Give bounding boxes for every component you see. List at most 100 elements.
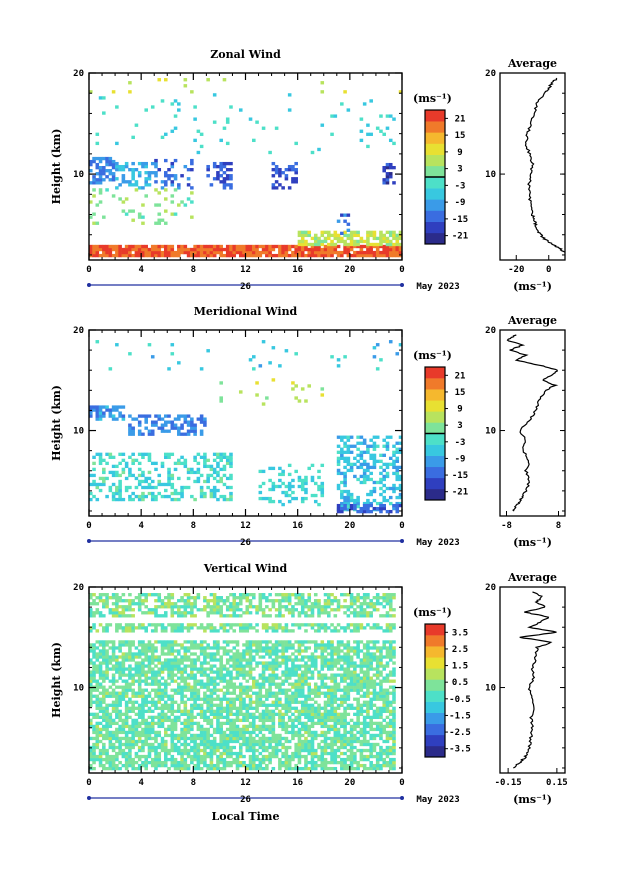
heatmap-cell	[242, 700, 246, 704]
heatmap-cell	[105, 718, 109, 723]
heatmap-cell	[199, 488, 204, 493]
heatmap-cell	[291, 623, 295, 627]
heatmap-cell	[323, 676, 328, 680]
heatmap-cell	[346, 447, 351, 451]
heatmap-cell	[160, 494, 165, 499]
heatmap-cell	[333, 709, 338, 713]
heatmap-cell	[219, 688, 223, 692]
heatmap-cell	[183, 712, 188, 716]
heatmap-cell	[242, 715, 246, 720]
heatmap-cell	[141, 203, 145, 207]
heatmap-cell	[310, 718, 315, 723]
heatmap-cell	[349, 736, 354, 741]
heatmap-cell	[238, 709, 243, 713]
heatmap-cell	[232, 733, 237, 738]
heatmap-cell	[291, 700, 295, 704]
heatmap-cell	[375, 506, 380, 511]
heatmap-cell	[291, 691, 295, 695]
profile-unit: (ms⁻¹)	[513, 536, 552, 549]
heatmap-cell	[105, 670, 109, 674]
heatmap-cell	[235, 244, 240, 249]
heatmap-cell	[330, 715, 334, 720]
heatmap-cell	[382, 640, 386, 644]
colorbar-tick-label: -3	[455, 438, 466, 448]
heatmap-cell	[92, 212, 96, 216]
heatmap-cell	[131, 667, 135, 671]
colorbar-band	[425, 422, 445, 434]
heatmap-cell	[203, 757, 207, 762]
heatmap-cells-vertical	[89, 593, 396, 771]
heatmap-cell	[287, 484, 292, 489]
heatmap-cell	[229, 485, 233, 490]
heatmap-cell	[388, 760, 393, 765]
heatmap-cell	[131, 703, 135, 707]
heatmap-cell	[108, 724, 113, 729]
heatmap-cell	[190, 670, 194, 674]
heatmap-cell	[170, 129, 175, 133]
heatmap-cell	[180, 414, 184, 418]
heatmap-cell	[196, 470, 201, 475]
heatmap-cell	[382, 444, 386, 448]
heatmap-cell	[186, 250, 191, 255]
heatmap-cell	[281, 754, 285, 759]
heatmap-cell	[313, 646, 318, 650]
heatmap-cell	[190, 760, 194, 765]
heatmap-cell	[183, 458, 188, 463]
heatmap-cell	[154, 250, 158, 255]
heatmap-cell	[183, 670, 188, 674]
heatmap-cell	[92, 673, 96, 677]
heatmap-cell	[216, 766, 220, 771]
heatmap-cell	[89, 646, 93, 650]
heatmap-cell	[186, 748, 191, 753]
heatmap-cell	[209, 751, 214, 756]
heatmap-cell	[98, 757, 103, 762]
heatmap-cell	[268, 466, 272, 471]
heatmap-cell	[346, 682, 351, 686]
heatmap-cell	[333, 244, 338, 249]
heatmap-cell	[284, 649, 289, 653]
heatmap-cell	[349, 730, 354, 735]
heatmap-cell	[388, 138, 393, 143]
heatmap-cell	[320, 247, 325, 252]
heatmap-cell	[128, 670, 132, 674]
heatmap-cell	[278, 253, 282, 258]
heatmap-cell	[248, 766, 253, 771]
heatmap-cell	[173, 757, 178, 762]
heatmap-cell	[346, 247, 351, 252]
heatmap-cell	[252, 250, 256, 255]
heatmap-cell	[252, 715, 256, 720]
heatmap-cell	[216, 643, 220, 647]
heatmap-cell	[229, 745, 233, 750]
heatmap-cell	[124, 212, 129, 216]
heatmap-cell	[274, 673, 279, 677]
heatmap-cell	[128, 470, 132, 475]
heatmap-cell	[252, 626, 256, 630]
heatmap-cell	[134, 188, 139, 192]
heatmap-cell	[320, 682, 325, 686]
heatmap-cell	[147, 458, 152, 463]
heatmap-cell	[183, 703, 188, 707]
heatmap-cell	[349, 658, 354, 662]
heatmap-cell	[118, 247, 122, 252]
heatmap-cell	[157, 655, 162, 659]
heatmap-cell	[121, 736, 126, 741]
heatmap-cell	[170, 679, 175, 683]
heatmap-cell	[219, 706, 223, 710]
heatmap-cell	[229, 244, 233, 249]
heatmap-cell	[105, 703, 109, 707]
heatmap-cell	[128, 455, 132, 459]
heatmap-cell	[327, 230, 331, 235]
heatmap-cell	[235, 667, 240, 671]
heatmap-cell	[362, 691, 367, 695]
heatmap-cell	[131, 171, 135, 175]
heatmap-cell	[297, 667, 302, 671]
heatmap-cell	[284, 727, 289, 732]
heatmap-cell	[369, 242, 373, 247]
heatmap-cell	[245, 652, 250, 656]
heatmap-cell	[327, 760, 331, 765]
heatmap-cell	[313, 763, 318, 768]
heatmap-cell	[141, 658, 145, 662]
heatmap-cell	[102, 165, 106, 170]
heatmap-cell	[177, 658, 181, 662]
heatmap-cell	[157, 712, 162, 716]
